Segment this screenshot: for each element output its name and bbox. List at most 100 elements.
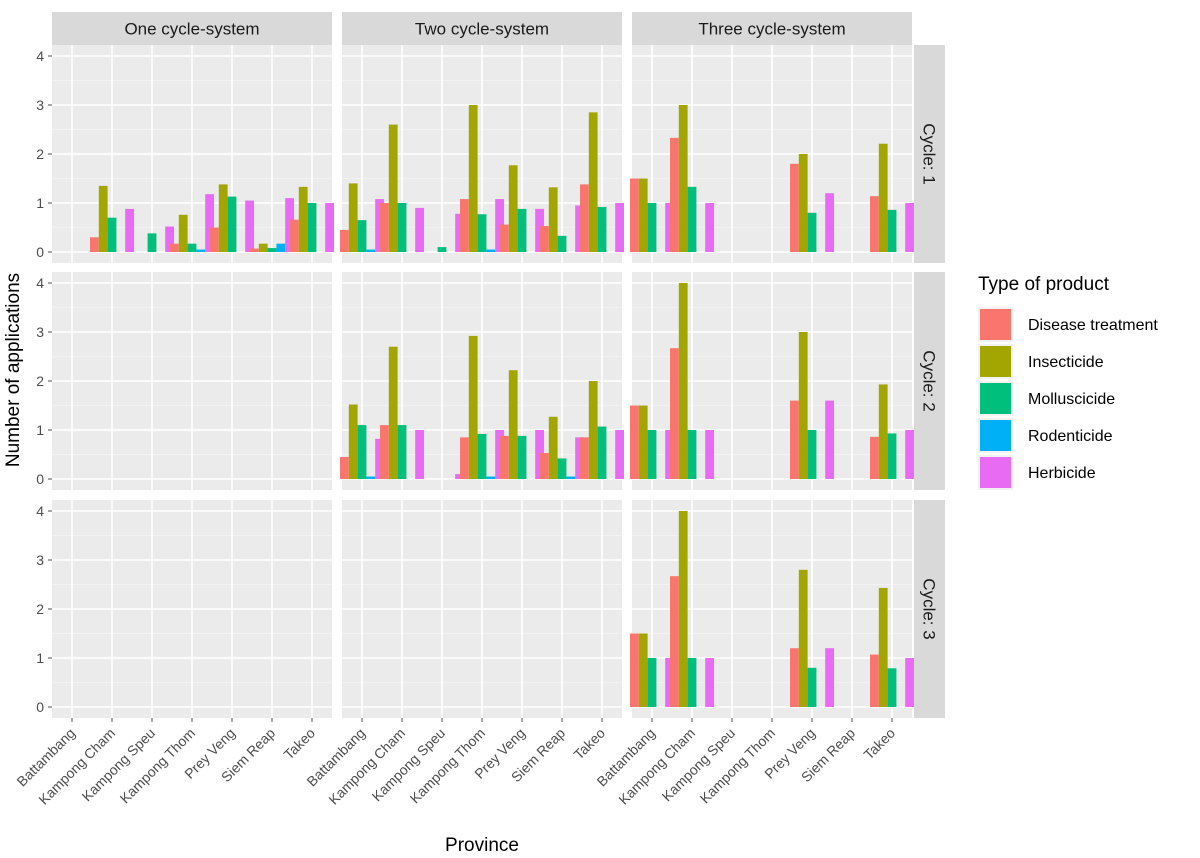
bar-molluscicide	[887, 209, 897, 252]
bar-insecticide	[468, 335, 478, 479]
bar-molluscicide	[357, 220, 367, 252]
legend-swatch	[980, 457, 1011, 488]
y-tick-label: 2	[36, 373, 44, 389]
bar-herbicide	[375, 438, 384, 479]
bar-disease-treatment	[340, 229, 349, 252]
bar-insecticide	[798, 332, 808, 479]
bar-herbicide	[535, 208, 544, 252]
bar-insecticide	[508, 370, 518, 479]
bar-disease-treatment	[630, 405, 639, 479]
bar-molluscicide	[517, 208, 527, 252]
legend-item: Molluscicide	[978, 381, 1115, 416]
bars-r2-c3	[630, 283, 914, 479]
bar-disease-treatment	[250, 248, 259, 252]
y-tick-label: 4	[36, 48, 44, 64]
bars-r2-c2	[340, 335, 624, 479]
bar-molluscicide	[147, 233, 157, 252]
bar-disease-treatment	[790, 400, 799, 479]
bar-insecticide	[638, 633, 648, 707]
bar-insecticide	[798, 569, 808, 707]
y-tick-label: 4	[36, 503, 44, 519]
bar-herbicide	[415, 430, 424, 479]
legend-label: Herbicide	[1028, 465, 1096, 482]
bar-molluscicide	[807, 667, 817, 707]
bar-molluscicide	[557, 235, 567, 252]
bar-molluscicide	[477, 433, 487, 479]
legend-item: Rodenticide	[978, 418, 1113, 453]
bar-disease-treatment	[870, 436, 879, 479]
bar-disease-treatment	[500, 435, 509, 479]
bar-molluscicide	[647, 658, 657, 707]
y-tick-label: 3	[36, 97, 44, 113]
panel-r3-c1	[52, 500, 332, 718]
strip-background	[52, 12, 332, 45]
legend-label: Disease treatment	[1028, 317, 1158, 334]
bar-disease-treatment	[460, 437, 469, 479]
row-strip: Cycle: 3	[914, 500, 945, 718]
facet-strips: One cycle-system Two cycle-system Three cy…	[52, 12, 945, 718]
bar-herbicide	[535, 430, 544, 479]
y-tick-label: 4	[36, 275, 44, 291]
bar-insecticide	[878, 384, 888, 479]
bar-herbicide	[665, 203, 674, 252]
y-tick-label: 2	[36, 146, 44, 162]
bar-molluscicide	[887, 668, 897, 707]
bar-herbicide	[615, 203, 624, 252]
bar-herbicide	[615, 430, 624, 479]
column-strip: Three cycle-system	[632, 12, 912, 45]
bar-molluscicide	[187, 243, 197, 252]
strip-background	[914, 272, 945, 490]
bar-molluscicide	[557, 458, 567, 479]
bar-insecticide	[388, 124, 398, 252]
bar-insecticide	[548, 416, 558, 479]
column-strip: One cycle-system	[52, 12, 332, 45]
row-strip: Cycle: 2	[914, 272, 945, 490]
bar-insecticide	[638, 405, 648, 479]
bar-insecticide	[638, 178, 648, 252]
bar-molluscicide	[357, 425, 367, 479]
bar-insecticide	[348, 183, 358, 252]
legend-label: Rodenticide	[1028, 428, 1113, 445]
bar-disease-treatment	[170, 243, 179, 252]
bar-disease-treatment	[790, 163, 799, 252]
y-tick-label: 1	[36, 650, 44, 666]
bar-herbicide	[165, 226, 174, 252]
column-strip-label: Two cycle-system	[415, 20, 549, 39]
legend-label: Insecticide	[1028, 354, 1104, 371]
x-tick-label: Takeo	[570, 725, 608, 763]
bar-herbicide	[825, 400, 834, 479]
column-strip-label: Three cycle-system	[698, 20, 845, 39]
row-strip-label: Cycle: 3	[920, 578, 939, 639]
y-axis-title: Number of applications	[3, 273, 24, 467]
row-strip: Cycle: 1	[914, 45, 945, 263]
bar-herbicide	[905, 430, 914, 479]
bar-herbicide	[285, 198, 294, 252]
bar-herbicide	[705, 203, 714, 252]
bar-molluscicide	[517, 435, 527, 479]
bar-rodenticide	[566, 476, 576, 479]
bar-molluscicide	[597, 426, 607, 479]
bar-molluscicide	[267, 248, 277, 252]
x-tick-label: Takeo	[860, 725, 898, 763]
column-strip: Two cycle-system	[342, 12, 622, 45]
legend-swatch	[980, 346, 1011, 377]
bar-herbicide	[905, 658, 914, 707]
bar-disease-treatment	[380, 203, 389, 252]
bar-molluscicide	[107, 217, 117, 252]
bar-herbicide	[245, 200, 254, 252]
panel-r2-c1	[52, 272, 332, 490]
bar-disease-treatment	[90, 237, 99, 252]
legend-swatch	[980, 383, 1011, 414]
bar-insecticide	[678, 283, 688, 479]
bar-molluscicide	[437, 247, 447, 252]
bars-r1-c3	[630, 105, 914, 252]
column-strip-label: One cycle-system	[124, 20, 259, 39]
bar-insecticide	[218, 184, 228, 252]
x-tick-label: Takeo	[280, 725, 318, 763]
bar-herbicide	[665, 430, 674, 479]
bar-herbicide	[705, 658, 714, 707]
bar-herbicide	[825, 193, 834, 252]
bar-herbicide	[325, 203, 334, 252]
panel-r1-c1	[52, 45, 332, 263]
